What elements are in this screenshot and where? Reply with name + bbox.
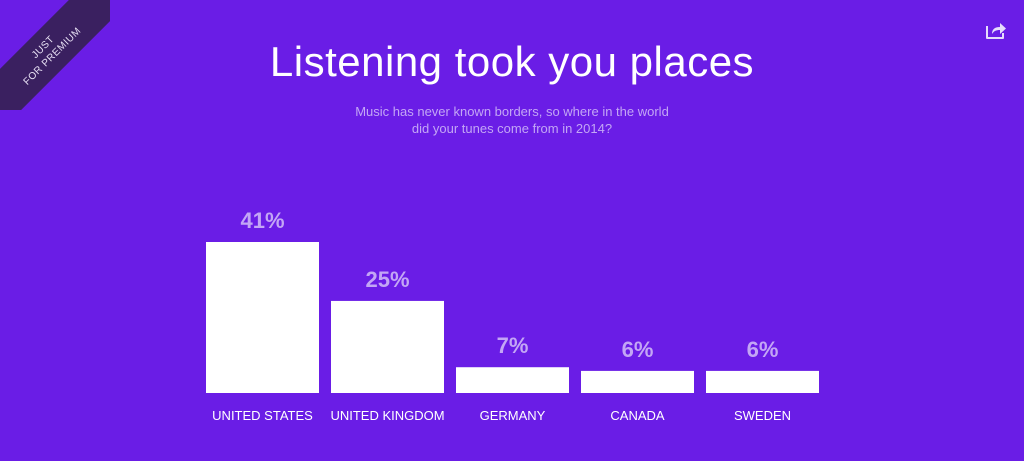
page-subtitle: Music has never known borders, so where …	[0, 103, 1024, 137]
category-label-united-states: UNITED STATES	[212, 408, 313, 423]
share-icon[interactable]	[984, 20, 1008, 40]
bar-united-kingdom	[331, 300, 444, 393]
value-label-sweden: 6%	[747, 337, 779, 362]
value-label-canada: 6%	[622, 337, 654, 362]
value-label-germany: 7%	[497, 333, 529, 358]
page-title: Listening took you places	[269, 38, 755, 85]
bar-united-states	[206, 242, 319, 393]
category-label-united-kingdom: UNITED KINGDOM	[330, 408, 444, 423]
subtitle-line-2: did your tunes come from in 2014?	[411, 121, 613, 136]
subtitle-line-1: Music has never known borders, so where …	[355, 104, 669, 119]
category-label-canada: CANADA	[610, 408, 665, 423]
category-label-sweden: SWEDEN	[734, 408, 791, 423]
bar-sweden	[706, 370, 819, 393]
bar-germany	[456, 367, 569, 393]
value-label-united-kingdom: 25%	[365, 267, 409, 292]
category-label-germany: GERMANY	[480, 408, 546, 423]
bar-canada	[581, 370, 694, 393]
value-label-united-states: 41%	[240, 208, 284, 233]
